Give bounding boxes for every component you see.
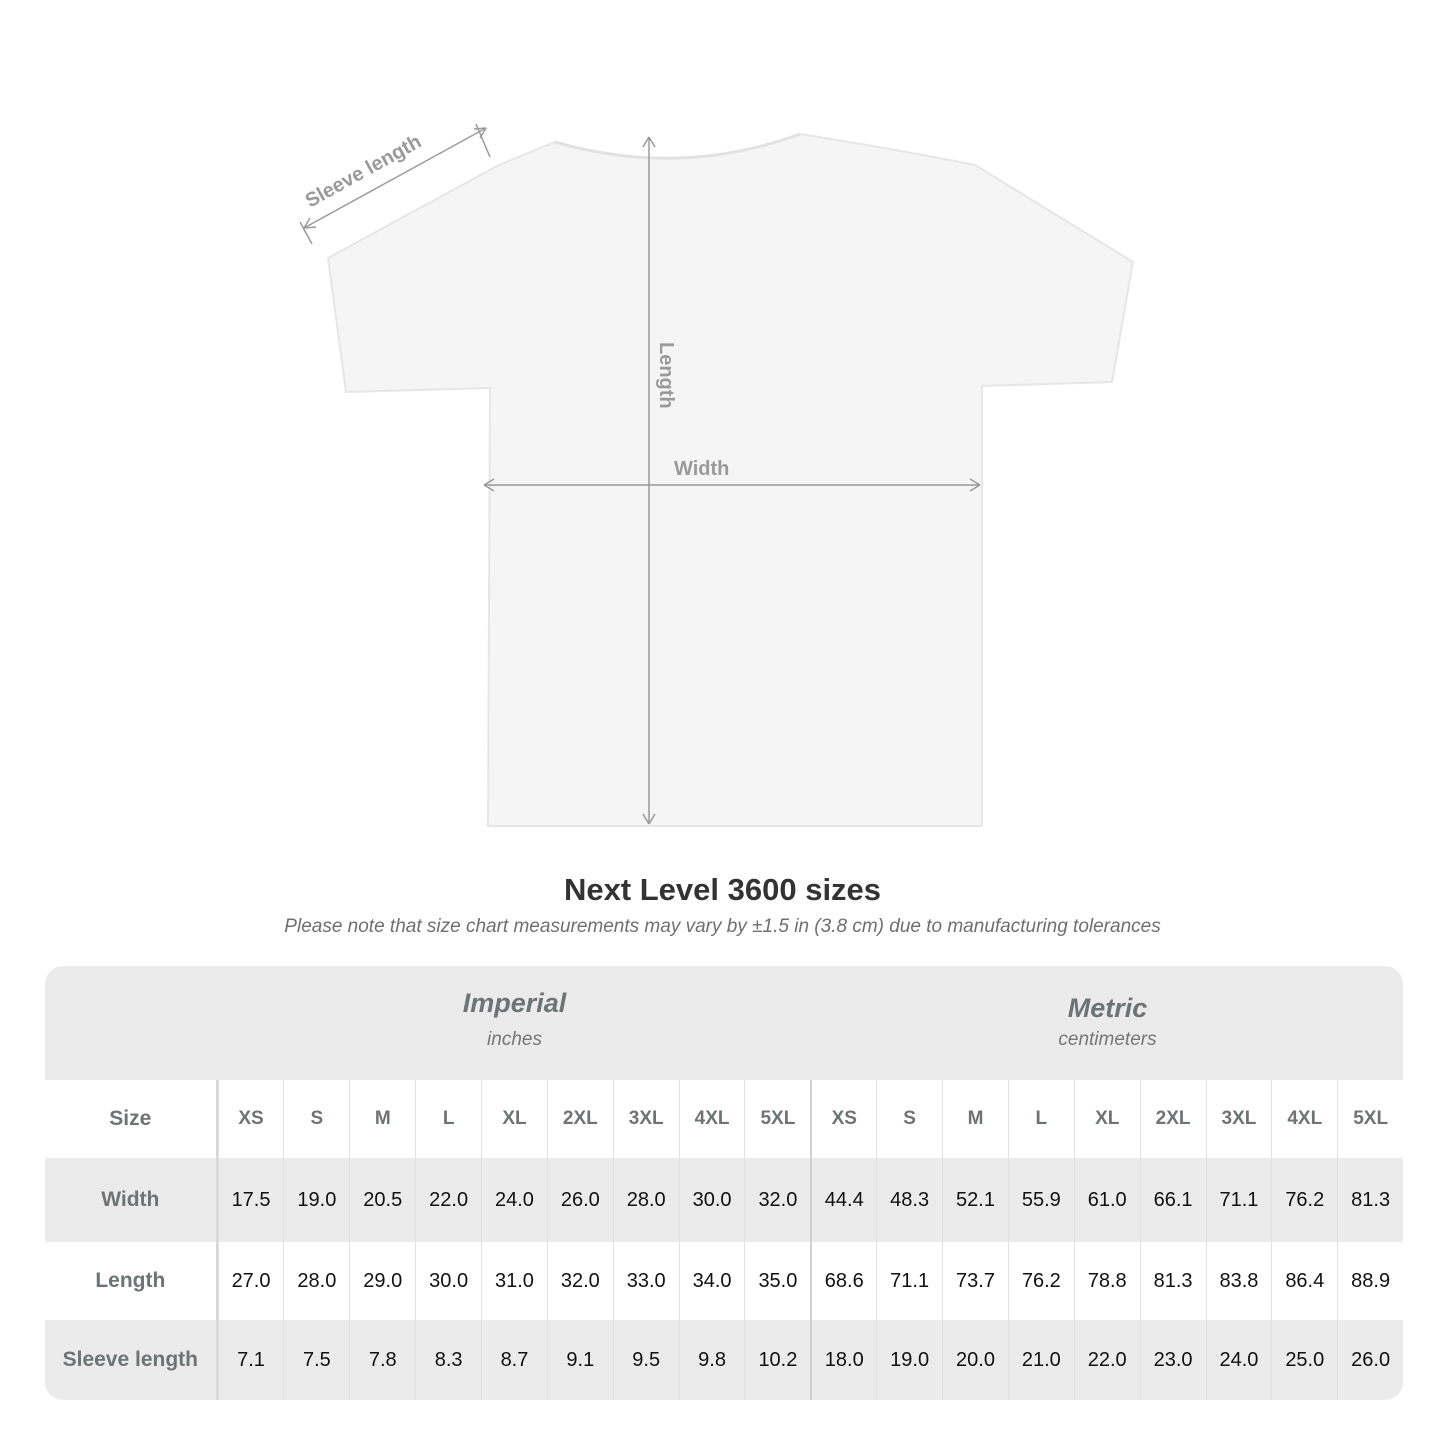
imperial-value-cell: 29.0 [349, 1242, 415, 1320]
length-label: Length [655, 342, 677, 409]
imperial-value-cell: 30.0 [415, 1242, 481, 1320]
metric-value-cell: 71.1 [1205, 1158, 1272, 1242]
imperial-value-cell: 33.0 [612, 1242, 679, 1320]
size-metric-header: 4XL [1271, 1080, 1337, 1158]
size-metric-header: XL [1073, 1080, 1140, 1158]
imperial-value-cell: 19.0 [283, 1158, 349, 1242]
metric-value-cell: 76.2 [1271, 1158, 1337, 1242]
imperial-value-cell: 8.7 [481, 1320, 547, 1400]
size-imperial-header: XL [481, 1080, 547, 1158]
metric-value-cell: 18.0 [810, 1320, 876, 1400]
sleeve-arrow [303, 127, 487, 229]
imperial-value-cell: 9.1 [546, 1320, 613, 1400]
metric-group: Metric centimeters [811, 993, 1403, 1051]
imperial-value-cell: 7.1 [217, 1320, 284, 1400]
size-metric-header: L [1007, 1080, 1074, 1158]
metric-value-cell: 21.0 [1007, 1320, 1074, 1400]
width-label: Width [674, 458, 729, 480]
metric-value-cell: 81.3 [1337, 1158, 1403, 1242]
metric-value-cell: 52.1 [942, 1158, 1008, 1242]
size-header-row: Size XS S M L XL 2XL 3XL 4XL 5XL XS S M L XL 2XL 3XL 4XL 5… [45, 1080, 1403, 1158]
table-row: Length 27.0 28.0 29.0 30.0 31.0 32.0 33.0 34.0 35… [45, 1242, 1403, 1320]
table-row: Width 17.5 19.0 20.5 22.0 24.0 26.0 28.0 30.0 32.… [45, 1158, 1403, 1242]
imperial-value-cell: 28.0 [612, 1158, 679, 1242]
size-imperial-header: 2XL [546, 1080, 613, 1158]
imperial-value-cell: 20.5 [349, 1158, 415, 1242]
imperial-value-cell: 35.0 [744, 1242, 810, 1320]
metric-value-cell: 68.6 [810, 1242, 876, 1320]
imperial-value-cell: 31.0 [481, 1242, 547, 1320]
metric-value-cell: 44.4 [810, 1158, 876, 1242]
imperial-value-cell: 24.0 [481, 1158, 547, 1242]
metric-value-cell: 71.1 [876, 1242, 942, 1320]
imperial-value-cell: 7.8 [349, 1320, 415, 1400]
imperial-value-cell: 27.0 [217, 1242, 284, 1320]
row-label: Sleeve length [45, 1320, 218, 1400]
metric-value-cell: 86.4 [1271, 1242, 1337, 1320]
metric-value-cell: 26.0 [1337, 1320, 1403, 1400]
size-imperial-header: 5XL [744, 1080, 810, 1158]
table-row: Sleeve length 7.1 7.5 7.8 8.3 8.7 9.1 9.5 9.8 10.… [45, 1320, 1403, 1400]
metric-value-cell: 66.1 [1139, 1158, 1206, 1242]
size-imperial-header: M [349, 1080, 415, 1158]
size-metric-header: S [876, 1080, 942, 1158]
metric-value-cell: 25.0 [1271, 1320, 1337, 1400]
imperial-value-cell: 9.5 [612, 1320, 679, 1400]
metric-value-cell: 23.0 [1139, 1320, 1206, 1400]
tolerance-note: Please note that size chart measurements… [284, 916, 1161, 937]
imperial-group: Imperial inches [218, 988, 811, 1051]
metric-value-cell: 83.8 [1205, 1242, 1272, 1320]
size-imperial-header: 3XL [612, 1080, 679, 1158]
imperial-value-cell: 8.3 [415, 1320, 481, 1400]
imperial-value-cell: 32.0 [546, 1242, 613, 1320]
page-title: Next Level 3600 sizes [563, 872, 882, 907]
size-table: Imperial inches Metric centimeters Size X… [45, 966, 1403, 1400]
metric-unit: centimeters [1058, 1029, 1157, 1050]
imperial-value-cell: 26.0 [546, 1158, 613, 1242]
size-metric-header: XS [810, 1080, 876, 1158]
row-label: Length [45, 1242, 218, 1320]
metric-value-cell: 73.7 [942, 1242, 1008, 1320]
metric-value-cell: 55.9 [1007, 1158, 1074, 1242]
metric-title: Metric [1067, 993, 1148, 1023]
imperial-value-cell: 7.5 [283, 1320, 349, 1400]
size-metric-header: 5XL [1337, 1080, 1403, 1158]
metric-value-cell: 76.2 [1007, 1242, 1074, 1320]
imperial-value-cell: 32.0 [744, 1158, 810, 1242]
metric-value-cell: 48.3 [876, 1158, 942, 1242]
size-imperial-header: S [283, 1080, 349, 1158]
metric-value-cell: 78.8 [1073, 1242, 1140, 1320]
tshirt-shape [326, 132, 1135, 827]
size-metric-header: 2XL [1139, 1080, 1206, 1158]
size-imperial-header: 4XL [678, 1080, 745, 1158]
imperial-value-cell: 34.0 [678, 1242, 745, 1320]
table-header: Imperial inches Metric centimeters [45, 966, 1403, 1080]
size-imperial-header: XS [217, 1080, 284, 1158]
tshirt-diagram: Sleeve length Length Width [299, 123, 1135, 827]
metric-value-cell: 61.0 [1073, 1158, 1140, 1242]
imperial-value-cell: 22.0 [415, 1158, 481, 1242]
imperial-value-cell: 9.8 [678, 1320, 745, 1400]
metric-value-cell: 24.0 [1205, 1320, 1272, 1400]
imperial-title: Imperial [462, 988, 567, 1018]
metric-value-cell: 19.0 [876, 1320, 942, 1400]
size-label: Size [45, 1080, 218, 1158]
imperial-value-cell: 30.0 [678, 1158, 745, 1242]
size-metric-header: 3XL [1205, 1080, 1272, 1158]
size-metric-header: M [942, 1080, 1008, 1158]
imperial-value-cell: 10.2 [744, 1320, 810, 1400]
imperial-value-cell: 17.5 [217, 1158, 284, 1242]
row-label: Width [45, 1158, 218, 1242]
metric-value-cell: 20.0 [942, 1320, 1008, 1400]
measure-arrows [299, 123, 981, 825]
metric-value-cell: 22.0 [1073, 1320, 1140, 1400]
metric-value-cell: 88.9 [1337, 1242, 1403, 1320]
imperial-value-cell: 28.0 [283, 1242, 349, 1320]
imperial-unit: inches [487, 1029, 542, 1050]
metric-value-cell: 81.3 [1139, 1242, 1206, 1320]
size-imperial-header: L [415, 1080, 481, 1158]
